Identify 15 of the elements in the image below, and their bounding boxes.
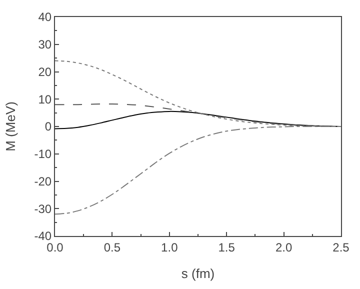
x-tick-label: 0.5: [104, 240, 121, 254]
x-tick-label: 1.0: [161, 240, 178, 254]
y-tick-label: -30: [34, 202, 52, 216]
x-axis-title: s (fm): [181, 266, 215, 281]
y-tick-label: 30: [38, 38, 52, 52]
x-tick-label: 2.5: [332, 240, 350, 254]
y-tick-label: 20: [38, 64, 52, 79]
y-tick-label: 10: [38, 92, 52, 106]
x-tick-label: 2.0: [275, 240, 292, 254]
y-tick-label: -10: [34, 147, 52, 162]
y-tick-label: -20: [34, 174, 52, 188]
y-tick-label: 40: [38, 10, 52, 24]
y-axis-title: M (MeV): [3, 102, 18, 152]
y-tick-label: 0: [44, 120, 52, 134]
x-tick-label: 1.5: [218, 240, 236, 254]
